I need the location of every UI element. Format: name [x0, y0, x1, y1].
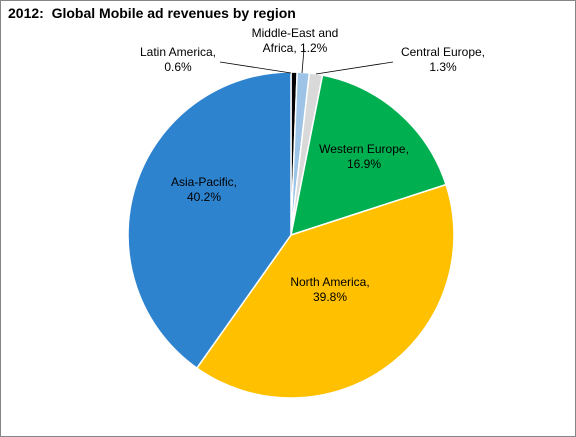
- data-label-north-america: North America, 39.8%: [290, 275, 369, 304]
- data-label-western-europe: Western Europe, 16.9%: [319, 142, 409, 171]
- pie-slice-north-america: [195, 183, 455, 399]
- leader-line-middle-east-and-africa: [301, 48, 305, 74]
- chart-title: 2012: Global Mobile ad revenues by regio…: [8, 5, 296, 21]
- leader-line-latin-america: [219, 61, 292, 74]
- data-label-central-europe: Central Europe, 1.3%: [401, 45, 485, 74]
- data-label-latin-america: Latin America, 0.6%: [140, 45, 216, 74]
- leader-line-central-europe: [315, 61, 394, 75]
- pie-slice-western-europe: [290, 74, 447, 237]
- data-label-asia-pacific: Asia-Pacific, 40.2%: [171, 175, 237, 204]
- data-label-middle-east-and-africa: Middle-East and Africa, 1.2%: [252, 26, 339, 55]
- pie-slice-asia-pacific: [127, 71, 292, 370]
